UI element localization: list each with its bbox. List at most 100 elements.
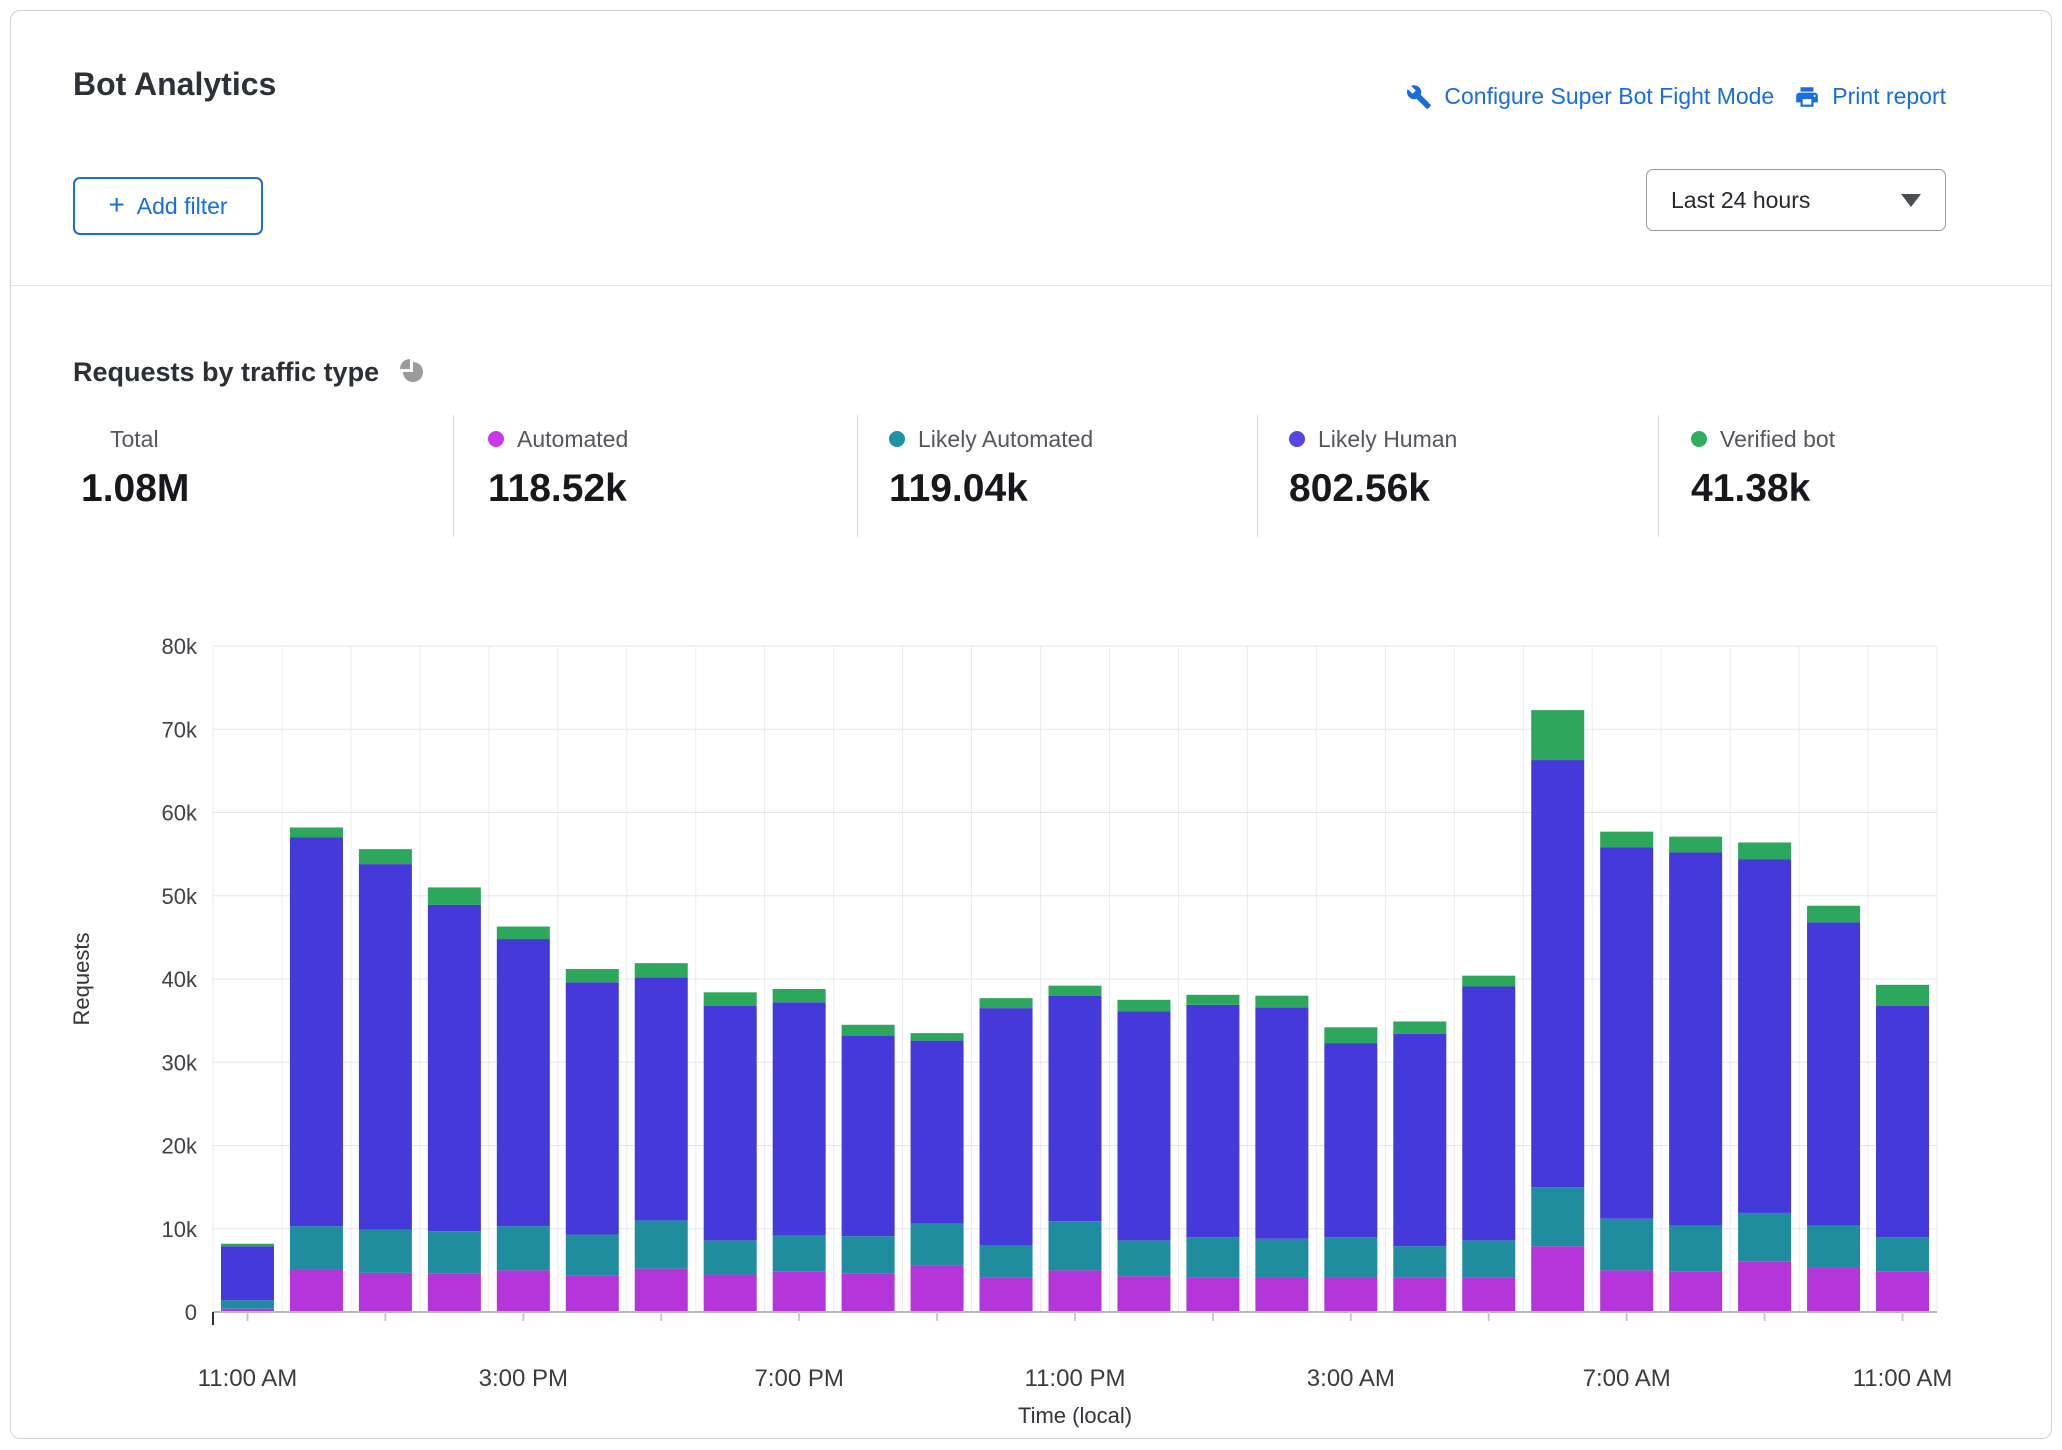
bar-segment-verified-bot[interactable]	[1117, 999, 1171, 1012]
bar-segment-automated[interactable]	[1669, 1271, 1723, 1312]
bar-segment-verified-bot[interactable]	[1048, 985, 1102, 996]
bar-segment-likely-human[interactable]	[1807, 922, 1861, 1226]
bar-segment-automated[interactable]	[565, 1275, 619, 1312]
bar-segment-verified-bot[interactable]	[1186, 994, 1240, 1005]
bar-segment-likely-automated[interactable]	[979, 1245, 1033, 1278]
bar-segment-likely-automated[interactable]	[1117, 1240, 1171, 1277]
bar-segment-likely-human[interactable]	[289, 837, 343, 1227]
bar-segment-likely-human[interactable]	[1669, 852, 1723, 1226]
bar-segment-likely-automated[interactable]	[358, 1229, 412, 1273]
bar-segment-verified-bot[interactable]	[979, 998, 1033, 1009]
bar-segment-likely-automated[interactable]	[496, 1226, 550, 1271]
add-filter-button[interactable]: + Add filter	[73, 177, 263, 235]
bar-segment-likely-automated[interactable]	[220, 1300, 274, 1309]
bar-segment-likely-human[interactable]	[565, 982, 619, 1235]
bar-segment-verified-bot[interactable]	[1807, 905, 1861, 923]
bar-segment-likely-human[interactable]	[1738, 859, 1792, 1213]
bar-segment-verified-bot[interactable]	[841, 1024, 895, 1036]
bar-segment-automated[interactable]	[1048, 1270, 1102, 1312]
bar-segment-verified-bot[interactable]	[1876, 984, 1930, 1006]
configure-super-bot-fight-mode-link[interactable]: Configure Super Bot Fight Mode	[1406, 83, 1774, 110]
bar-segment-likely-automated[interactable]	[703, 1240, 757, 1275]
bar-segment-likely-automated[interactable]	[1669, 1225, 1723, 1272]
bar-segment-verified-bot[interactable]	[1255, 995, 1309, 1008]
bar-segment-automated[interactable]	[1393, 1277, 1447, 1312]
bar-segment-likely-human[interactable]	[1600, 847, 1654, 1219]
bar-segment-verified-bot[interactable]	[772, 988, 826, 1003]
bar-segment-likely-human[interactable]	[1255, 1007, 1309, 1239]
bar-segment-verified-bot[interactable]	[1669, 836, 1723, 853]
bar-segment-automated[interactable]	[220, 1308, 274, 1312]
bar-segment-automated[interactable]	[1531, 1246, 1585, 1312]
bar-segment-automated[interactable]	[496, 1270, 550, 1312]
bar-segment-automated[interactable]	[634, 1268, 688, 1312]
bar-segment-likely-automated[interactable]	[1600, 1218, 1654, 1271]
bar-segment-likely-human[interactable]	[427, 904, 481, 1232]
bar-segment-automated[interactable]	[427, 1273, 481, 1312]
requests-stacked-bar-chart[interactable]: 0 10k 20k 30k 40k 50k 60k 70k 80k 11:00 AM 3:00 PM…	[11, 11, 2051, 1438]
bar-segment-likely-automated[interactable]	[427, 1231, 481, 1274]
bar-segment-verified-bot[interactable]	[1531, 710, 1585, 761]
bar-segment-likely-automated[interactable]	[910, 1223, 964, 1266]
bar-segment-automated[interactable]	[910, 1265, 964, 1312]
bar-segment-verified-bot[interactable]	[358, 849, 412, 865]
bar-segment-automated[interactable]	[772, 1271, 826, 1312]
bar-segment-verified-bot[interactable]	[1600, 831, 1654, 848]
bar-segment-likely-human[interactable]	[1324, 1043, 1378, 1238]
bar-segment-likely-human[interactable]	[1393, 1033, 1447, 1247]
bar-segment-automated[interactable]	[1462, 1277, 1516, 1312]
bar-segment-automated[interactable]	[979, 1277, 1033, 1312]
bar-segment-automated[interactable]	[1255, 1277, 1309, 1312]
bar-segment-likely-human[interactable]	[634, 977, 688, 1221]
bar-segment-verified-bot[interactable]	[289, 827, 343, 838]
bar-segment-likely-automated[interactable]	[1324, 1237, 1378, 1278]
bar-segment-automated[interactable]	[358, 1272, 412, 1312]
bar-segment-verified-bot[interactable]	[703, 992, 757, 1006]
bar-segment-likely-automated[interactable]	[1462, 1240, 1516, 1278]
bar-segment-likely-human[interactable]	[772, 1002, 826, 1236]
bar-segment-automated[interactable]	[841, 1273, 895, 1312]
bar-segment-likely-automated[interactable]	[1186, 1237, 1240, 1278]
bar-segment-automated[interactable]	[1600, 1270, 1654, 1312]
bar-segment-verified-bot[interactable]	[220, 1243, 274, 1247]
bar-segment-likely-human[interactable]	[358, 864, 412, 1230]
bar-segment-automated[interactable]	[1324, 1277, 1378, 1312]
bar-segment-likely-automated[interactable]	[1255, 1238, 1309, 1278]
bar-segment-automated[interactable]	[1117, 1276, 1171, 1312]
bar-segment-likely-human[interactable]	[703, 1005, 757, 1241]
bar-segment-verified-bot[interactable]	[634, 963, 688, 978]
bar-segment-likely-human[interactable]	[1117, 1011, 1171, 1241]
bar-segment-automated[interactable]	[1738, 1261, 1792, 1312]
bar-segment-likely-automated[interactable]	[565, 1234, 619, 1276]
bar-segment-verified-bot[interactable]	[496, 926, 550, 940]
bar-segment-verified-bot[interactable]	[565, 969, 619, 983]
bar-segment-verified-bot[interactable]	[910, 1033, 964, 1041]
bar-segment-automated[interactable]	[1876, 1271, 1930, 1312]
bar-segment-likely-human[interactable]	[496, 939, 550, 1227]
bar-segment-likely-human[interactable]	[979, 1008, 1033, 1246]
bar-segment-likely-automated[interactable]	[841, 1236, 895, 1274]
bar-segment-likely-human[interactable]	[1876, 1005, 1930, 1238]
bar-segment-verified-bot[interactable]	[1393, 1021, 1447, 1034]
bar-segment-likely-human[interactable]	[910, 1040, 964, 1224]
bar-segment-likely-automated[interactable]	[1807, 1225, 1861, 1268]
bar-segment-automated[interactable]	[1186, 1277, 1240, 1312]
bar-segment-likely-automated[interactable]	[1393, 1246, 1447, 1278]
bar-segment-likely-human[interactable]	[841, 1035, 895, 1237]
bar-segment-likely-human[interactable]	[1531, 760, 1585, 1188]
bar-segment-likely-automated[interactable]	[289, 1226, 343, 1270]
time-range-select[interactable]: Last 24 hours	[1646, 169, 1946, 231]
bar-segment-likely-human[interactable]	[1186, 1004, 1240, 1238]
bar-segment-likely-human[interactable]	[1462, 986, 1516, 1241]
bar-segment-likely-human[interactable]	[1048, 995, 1102, 1222]
bar-segment-verified-bot[interactable]	[1738, 842, 1792, 860]
bar-segment-likely-human[interactable]	[220, 1246, 274, 1301]
bar-segment-automated[interactable]	[289, 1269, 343, 1312]
bar-segment-verified-bot[interactable]	[1462, 975, 1516, 987]
bar-segment-verified-bot[interactable]	[1324, 1027, 1378, 1044]
bar-segment-automated[interactable]	[703, 1274, 757, 1312]
print-report-link[interactable]: Print report	[1794, 83, 1946, 110]
bar-segment-likely-automated[interactable]	[772, 1235, 826, 1272]
bar-segment-likely-automated[interactable]	[1876, 1237, 1930, 1272]
bar-segment-likely-automated[interactable]	[1738, 1212, 1792, 1262]
